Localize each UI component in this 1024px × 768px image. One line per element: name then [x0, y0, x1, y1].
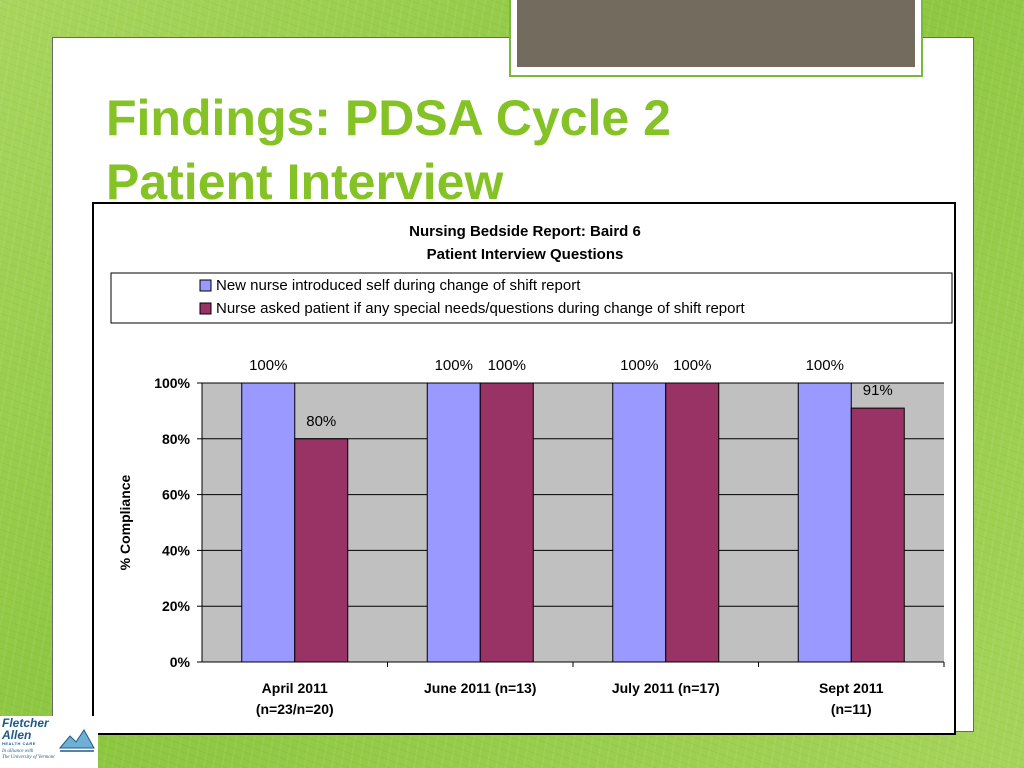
bar	[479, 382, 534, 663]
legend-label: New nurse introduced self during change …	[216, 277, 581, 294]
logo-name-line-1: Fletcher	[2, 716, 49, 730]
data-label: 80%	[306, 413, 336, 430]
y-tick-label: 80%	[162, 431, 191, 447]
bar	[850, 407, 905, 663]
y-tick-label: 40%	[162, 542, 191, 558]
x-tick-label: June 2011 (n=13)	[424, 680, 536, 696]
x-tick-label: July 2011 (n=17)	[612, 680, 720, 696]
logo-alliance-line-2: The University of Vermont	[2, 755, 55, 760]
data-label: 100%	[488, 357, 526, 374]
y-tick-label: 60%	[162, 487, 191, 503]
bar	[241, 382, 296, 663]
bar	[665, 382, 720, 663]
logo-alliance-line-1: In alliance with	[2, 749, 34, 754]
data-label: 100%	[806, 357, 844, 374]
slide-title-line-1: Findings: PDSA Cycle 2	[106, 90, 671, 146]
data-label: 100%	[435, 357, 473, 374]
logo-tagline: HEALTH CARE	[2, 741, 36, 746]
chart-container: Nursing Bedside Report: Baird 6 Patient I…	[92, 202, 956, 735]
y-tick-label: 20%	[162, 598, 191, 614]
bar-chart: Nursing Bedside Report: Baird 6 Patient I…	[110, 223, 953, 717]
y-tick-label: 0%	[170, 654, 191, 670]
x-tick-label-line-2: (n=23/n=20)	[256, 701, 334, 717]
data-label: 91%	[863, 382, 893, 399]
legend-swatch	[199, 279, 212, 292]
data-label: 100%	[673, 357, 711, 374]
chart-title: Nursing Bedside Report: Baird 6	[409, 223, 641, 240]
data-label: 100%	[249, 357, 287, 374]
slide-title-line-2: Patient Interview	[106, 156, 504, 204]
chart-subtitle: Patient Interview Questions	[427, 246, 624, 263]
y-axis-label: % Compliance	[117, 474, 133, 570]
bar	[294, 438, 349, 663]
legend-label: Nurse asked patient if any special needs…	[216, 300, 745, 317]
logo-name: Fletcher Allen	[2, 717, 49, 741]
x-tick-label: April 2011	[262, 680, 328, 696]
logo-name-line-2: Allen	[2, 728, 32, 742]
x-tick-label-line-2: (n=11)	[831, 701, 872, 717]
bar	[426, 382, 481, 663]
mountain-logo-icon	[58, 729, 95, 752]
chart-legend	[110, 272, 953, 324]
x-tick-label: Sept 2011	[819, 680, 884, 696]
logo-alliance: In alliance with The University of Vermo…	[2, 749, 55, 761]
legend-swatch	[199, 302, 212, 315]
y-tick-label: 100%	[154, 375, 190, 391]
title-photo-frame	[509, 0, 923, 77]
title-photo	[517, 0, 915, 67]
data-label: 100%	[620, 357, 658, 374]
fletcher-allen-logo: Fletcher Allen HEALTH CARE In alliance w…	[0, 716, 98, 768]
bar	[797, 382, 852, 663]
bar	[612, 382, 667, 663]
